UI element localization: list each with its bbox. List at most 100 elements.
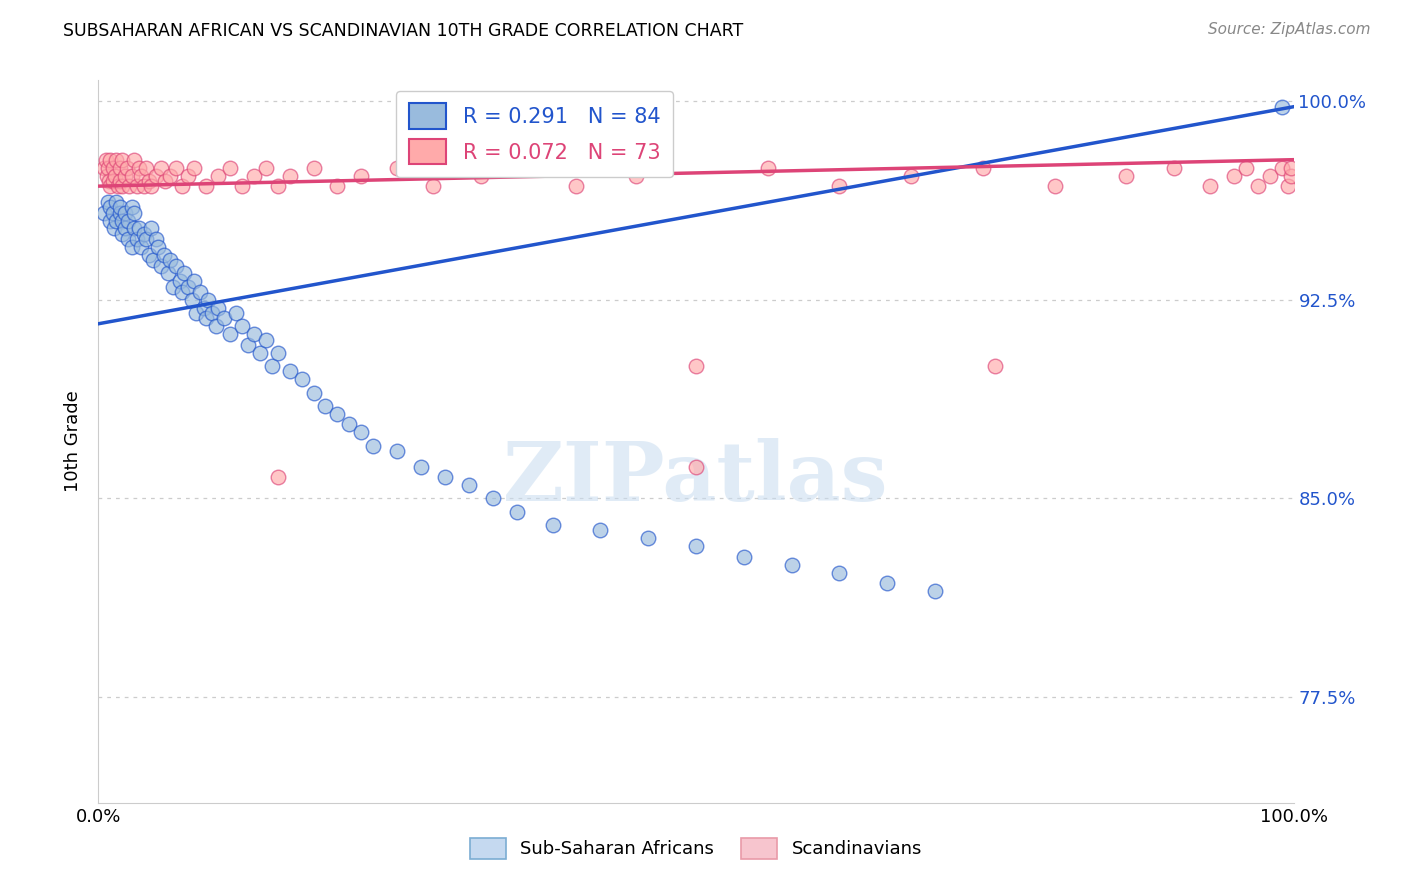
Point <box>111 213 134 227</box>
Y-axis label: 10th Grade: 10th Grade <box>65 391 83 492</box>
Point <box>94 153 117 167</box>
Point <box>626 169 648 183</box>
Point <box>139 221 162 235</box>
Point <box>105 213 128 227</box>
Point <box>212 311 235 326</box>
Point <box>302 385 325 400</box>
Point <box>733 549 755 564</box>
Point <box>162 279 184 293</box>
Point <box>118 179 141 194</box>
Point <box>188 285 211 299</box>
Point <box>589 523 612 537</box>
Point <box>434 470 457 484</box>
Point <box>103 221 125 235</box>
Point <box>204 319 226 334</box>
Point <box>159 169 181 183</box>
Point <box>326 179 349 194</box>
Point <box>984 359 1007 373</box>
Point <box>385 161 409 175</box>
Point <box>260 359 283 373</box>
Point <box>142 253 165 268</box>
Point <box>193 301 215 315</box>
Point <box>207 169 229 183</box>
Point <box>108 200 131 214</box>
Point <box>685 539 707 553</box>
Point <box>98 200 122 214</box>
Point <box>125 232 148 246</box>
Point <box>101 161 124 175</box>
Point <box>756 161 779 175</box>
Point <box>231 319 253 334</box>
Point <box>132 227 155 241</box>
Point <box>121 169 143 183</box>
Point <box>124 153 146 167</box>
Point <box>1277 179 1299 194</box>
Point <box>138 248 160 262</box>
Point <box>186 306 208 320</box>
Point <box>1234 161 1257 175</box>
Point <box>121 200 143 214</box>
Point <box>422 179 444 194</box>
Point <box>254 161 277 175</box>
Point <box>541 517 564 532</box>
Point <box>135 232 157 246</box>
Point <box>828 566 851 580</box>
Point <box>243 327 266 342</box>
Point <box>197 293 219 307</box>
Point <box>219 161 242 175</box>
Point <box>149 259 172 273</box>
Point <box>972 161 994 175</box>
Text: SUBSAHARAN AFRICAN VS SCANDINAVIAN 10TH GRADE CORRELATION CHART: SUBSAHARAN AFRICAN VS SCANDINAVIAN 10TH … <box>63 22 744 40</box>
Point <box>169 274 191 288</box>
Text: Source: ZipAtlas.com: Source: ZipAtlas.com <box>1208 22 1371 37</box>
Point <box>267 470 290 484</box>
Point <box>124 205 146 219</box>
Point <box>481 491 505 506</box>
Point <box>1163 161 1185 175</box>
Point <box>121 240 143 254</box>
Point <box>302 161 325 175</box>
Point <box>517 161 540 175</box>
Point <box>156 267 179 281</box>
Point <box>98 213 122 227</box>
Point <box>128 161 150 175</box>
Point <box>1223 169 1246 183</box>
Point <box>115 161 138 175</box>
Point <box>132 179 155 194</box>
Point <box>236 338 259 352</box>
Point <box>114 205 136 219</box>
Point <box>225 306 247 320</box>
Point <box>107 179 129 194</box>
Point <box>111 227 134 241</box>
Point <box>165 161 187 175</box>
Point <box>98 179 122 194</box>
Point <box>637 531 659 545</box>
Point <box>101 205 124 219</box>
Point <box>1279 169 1302 183</box>
Point <box>149 161 172 175</box>
Point <box>97 161 120 175</box>
Point <box>458 478 481 492</box>
Point <box>117 232 139 246</box>
Text: ZIPatlas: ZIPatlas <box>503 438 889 517</box>
Point <box>254 333 277 347</box>
Point <box>131 240 153 254</box>
Point <box>685 359 707 373</box>
Point <box>108 205 131 219</box>
Point <box>183 274 205 288</box>
Point <box>278 169 301 183</box>
Point <box>93 161 115 175</box>
Point <box>1271 100 1294 114</box>
Point <box>98 174 121 188</box>
Point <box>278 364 301 378</box>
Point <box>93 205 115 219</box>
Point <box>105 153 128 167</box>
Point <box>111 179 134 194</box>
Point <box>105 194 128 209</box>
Point <box>267 346 290 360</box>
Point <box>139 179 162 194</box>
Point <box>350 169 373 183</box>
Point <box>231 179 253 194</box>
Point <box>172 285 194 299</box>
Point <box>924 584 946 599</box>
